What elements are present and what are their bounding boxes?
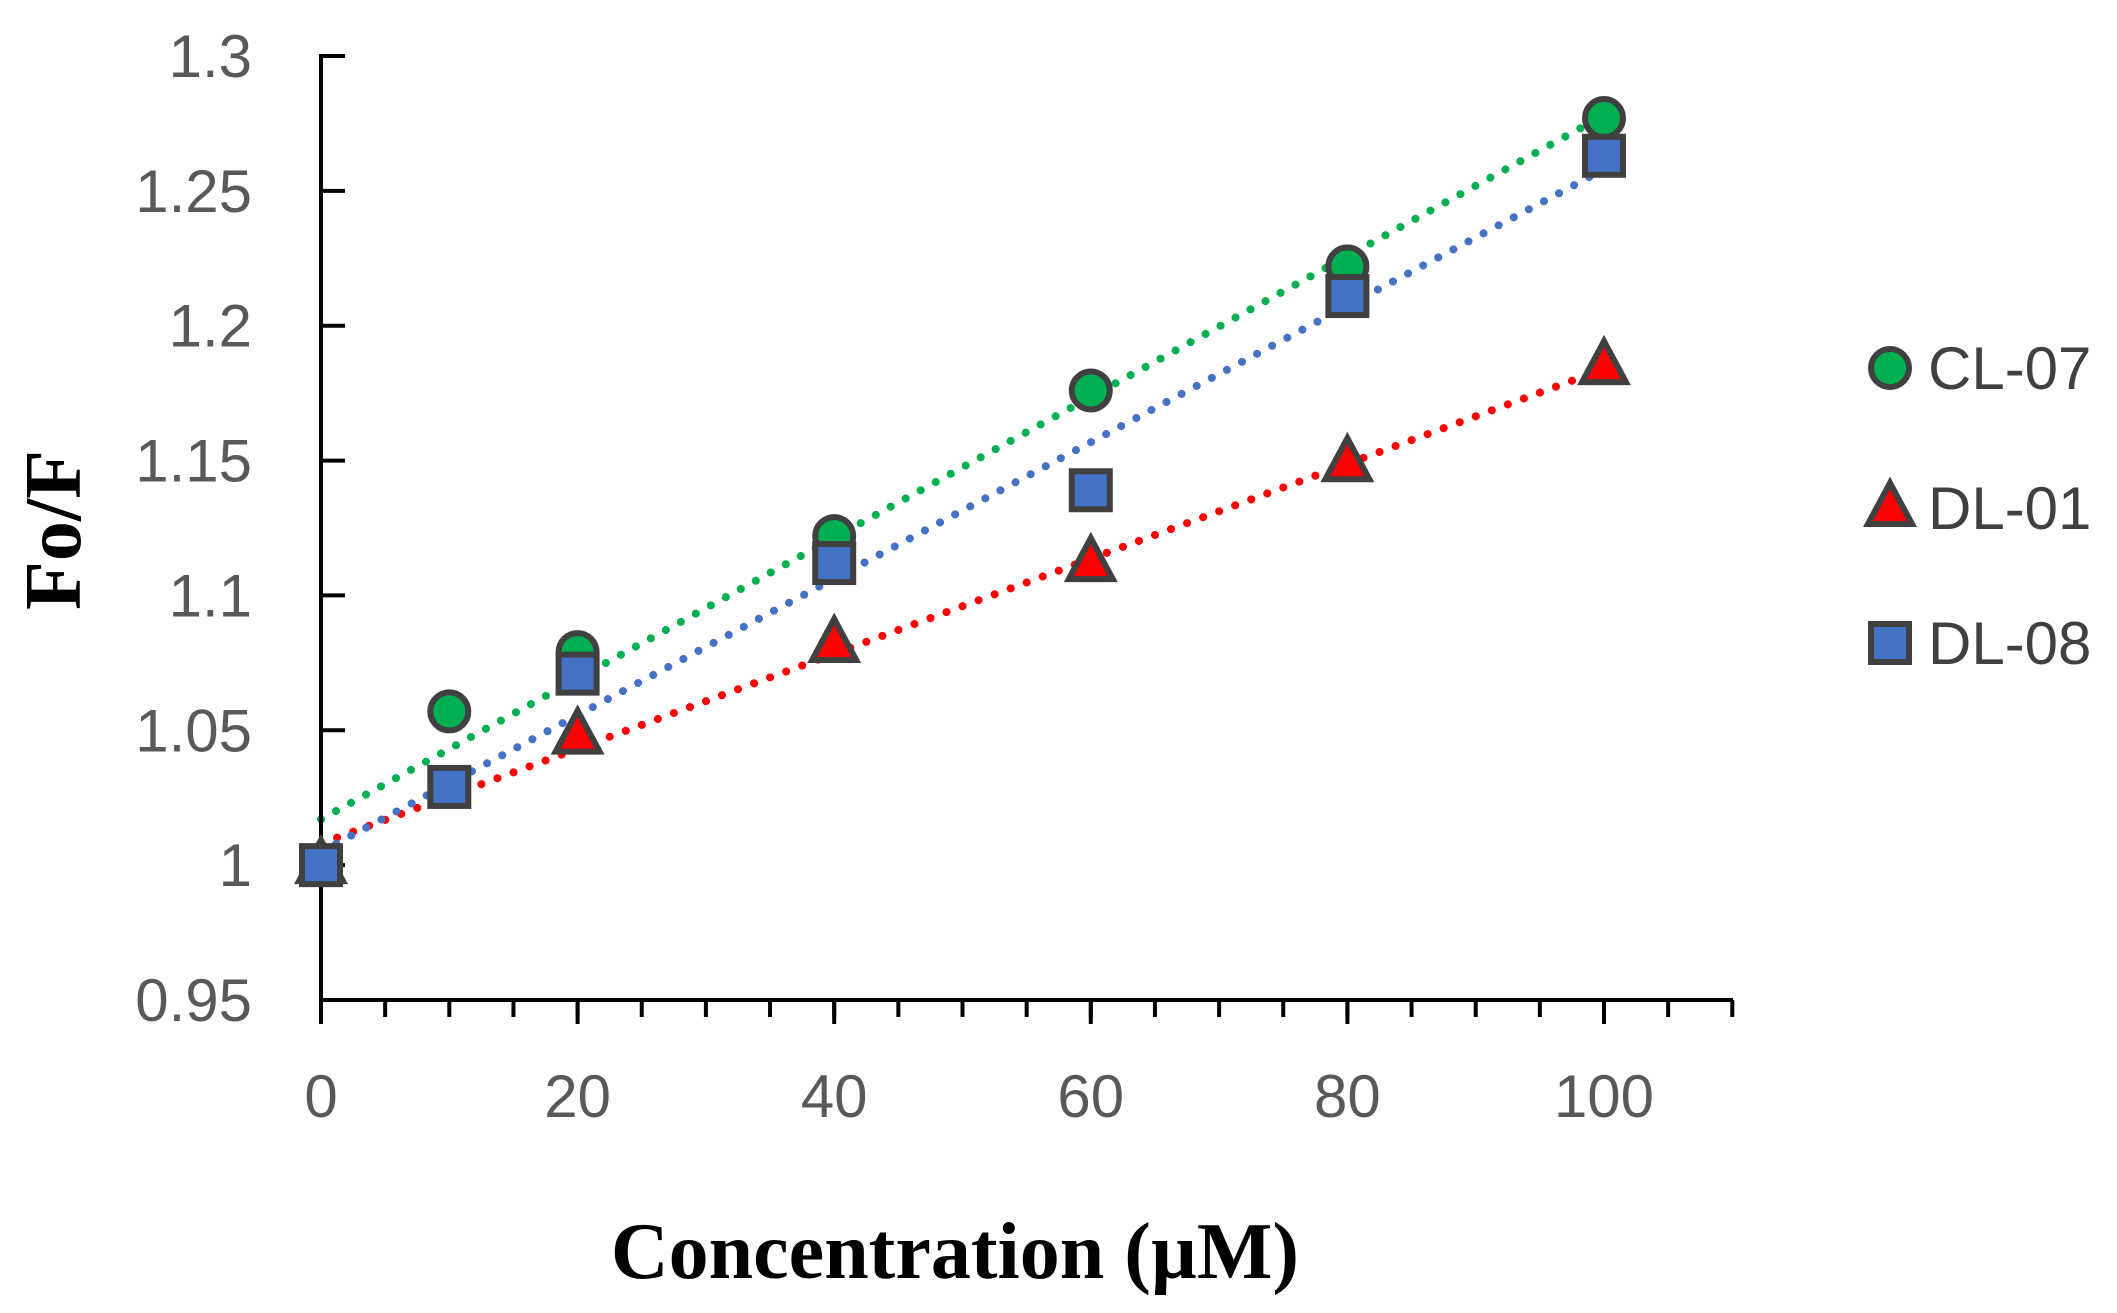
cl-07-point xyxy=(1068,368,1113,413)
cl-07-point xyxy=(427,689,472,734)
trendline-dl-01 xyxy=(317,364,1608,848)
markers xyxy=(293,96,1632,888)
legend-item-cl-07: CL-07 xyxy=(1868,335,2091,402)
legend-label: DL-01 xyxy=(1928,475,2091,542)
x-tick-label: 100 xyxy=(1554,1063,1654,1130)
dl-08-point xyxy=(812,541,857,586)
legend-circle-icon xyxy=(1868,346,1912,390)
dl-08-point xyxy=(1582,133,1626,178)
trendlines xyxy=(317,111,1608,856)
legend: CL-07 DL-01 DL-08 xyxy=(1862,335,2091,677)
x-tick-label: 80 xyxy=(1314,1063,1381,1130)
dl-08-point xyxy=(299,843,343,888)
legend-triangle-icon xyxy=(1862,476,1918,527)
y-tick-label: 1.1 xyxy=(169,562,252,629)
dl-01-point xyxy=(550,704,605,755)
dl-08-point xyxy=(1068,468,1113,513)
legend-item-dl-08: DL-08 xyxy=(1868,610,2091,677)
dl-01-point xyxy=(1320,431,1375,483)
dl-01-point xyxy=(1063,531,1118,583)
x-tick-label: 60 xyxy=(1057,1063,1124,1130)
legend-square-icon xyxy=(1868,621,1912,665)
dl-01-point xyxy=(1576,334,1632,386)
y-tick-label: 1.25 xyxy=(135,158,252,225)
y-tick-label: 0.95 xyxy=(135,967,252,1034)
x-tick-label: 0 xyxy=(304,1063,337,1130)
x-tick-label: 40 xyxy=(801,1063,868,1130)
x-axis-title: Concentration (µM) xyxy=(611,1208,1299,1296)
y-axis-title: Fo/F xyxy=(10,450,98,610)
trendline-dl-08 xyxy=(317,165,1608,856)
legend-label: CL-07 xyxy=(1928,335,2091,402)
legend-item-dl-01: DL-01 xyxy=(1862,475,2091,542)
trendline-cl-07 xyxy=(317,111,1608,824)
cl-07-point xyxy=(1582,96,1626,141)
y-tick-label: 1.15 xyxy=(135,428,252,495)
y-tick-label: 1.05 xyxy=(135,697,252,764)
dl-08-point xyxy=(555,651,600,696)
x-tick-label: 20 xyxy=(544,1063,611,1130)
y-tick-label: 1.2 xyxy=(169,293,252,360)
legend-label: DL-08 xyxy=(1928,610,2091,677)
dl-08-point xyxy=(1325,274,1370,319)
dl-08-point xyxy=(427,764,472,809)
tick-labels: 0.95 1 1.05 1.1 1.15 1.2 1.25 1.3 0 20 40 60 80 100 xyxy=(135,23,1654,1130)
y-tick-label: 1.3 xyxy=(169,23,252,90)
axes xyxy=(319,54,1735,1024)
dl-01-point xyxy=(807,612,862,663)
y-tick-label: 1 xyxy=(219,832,252,899)
